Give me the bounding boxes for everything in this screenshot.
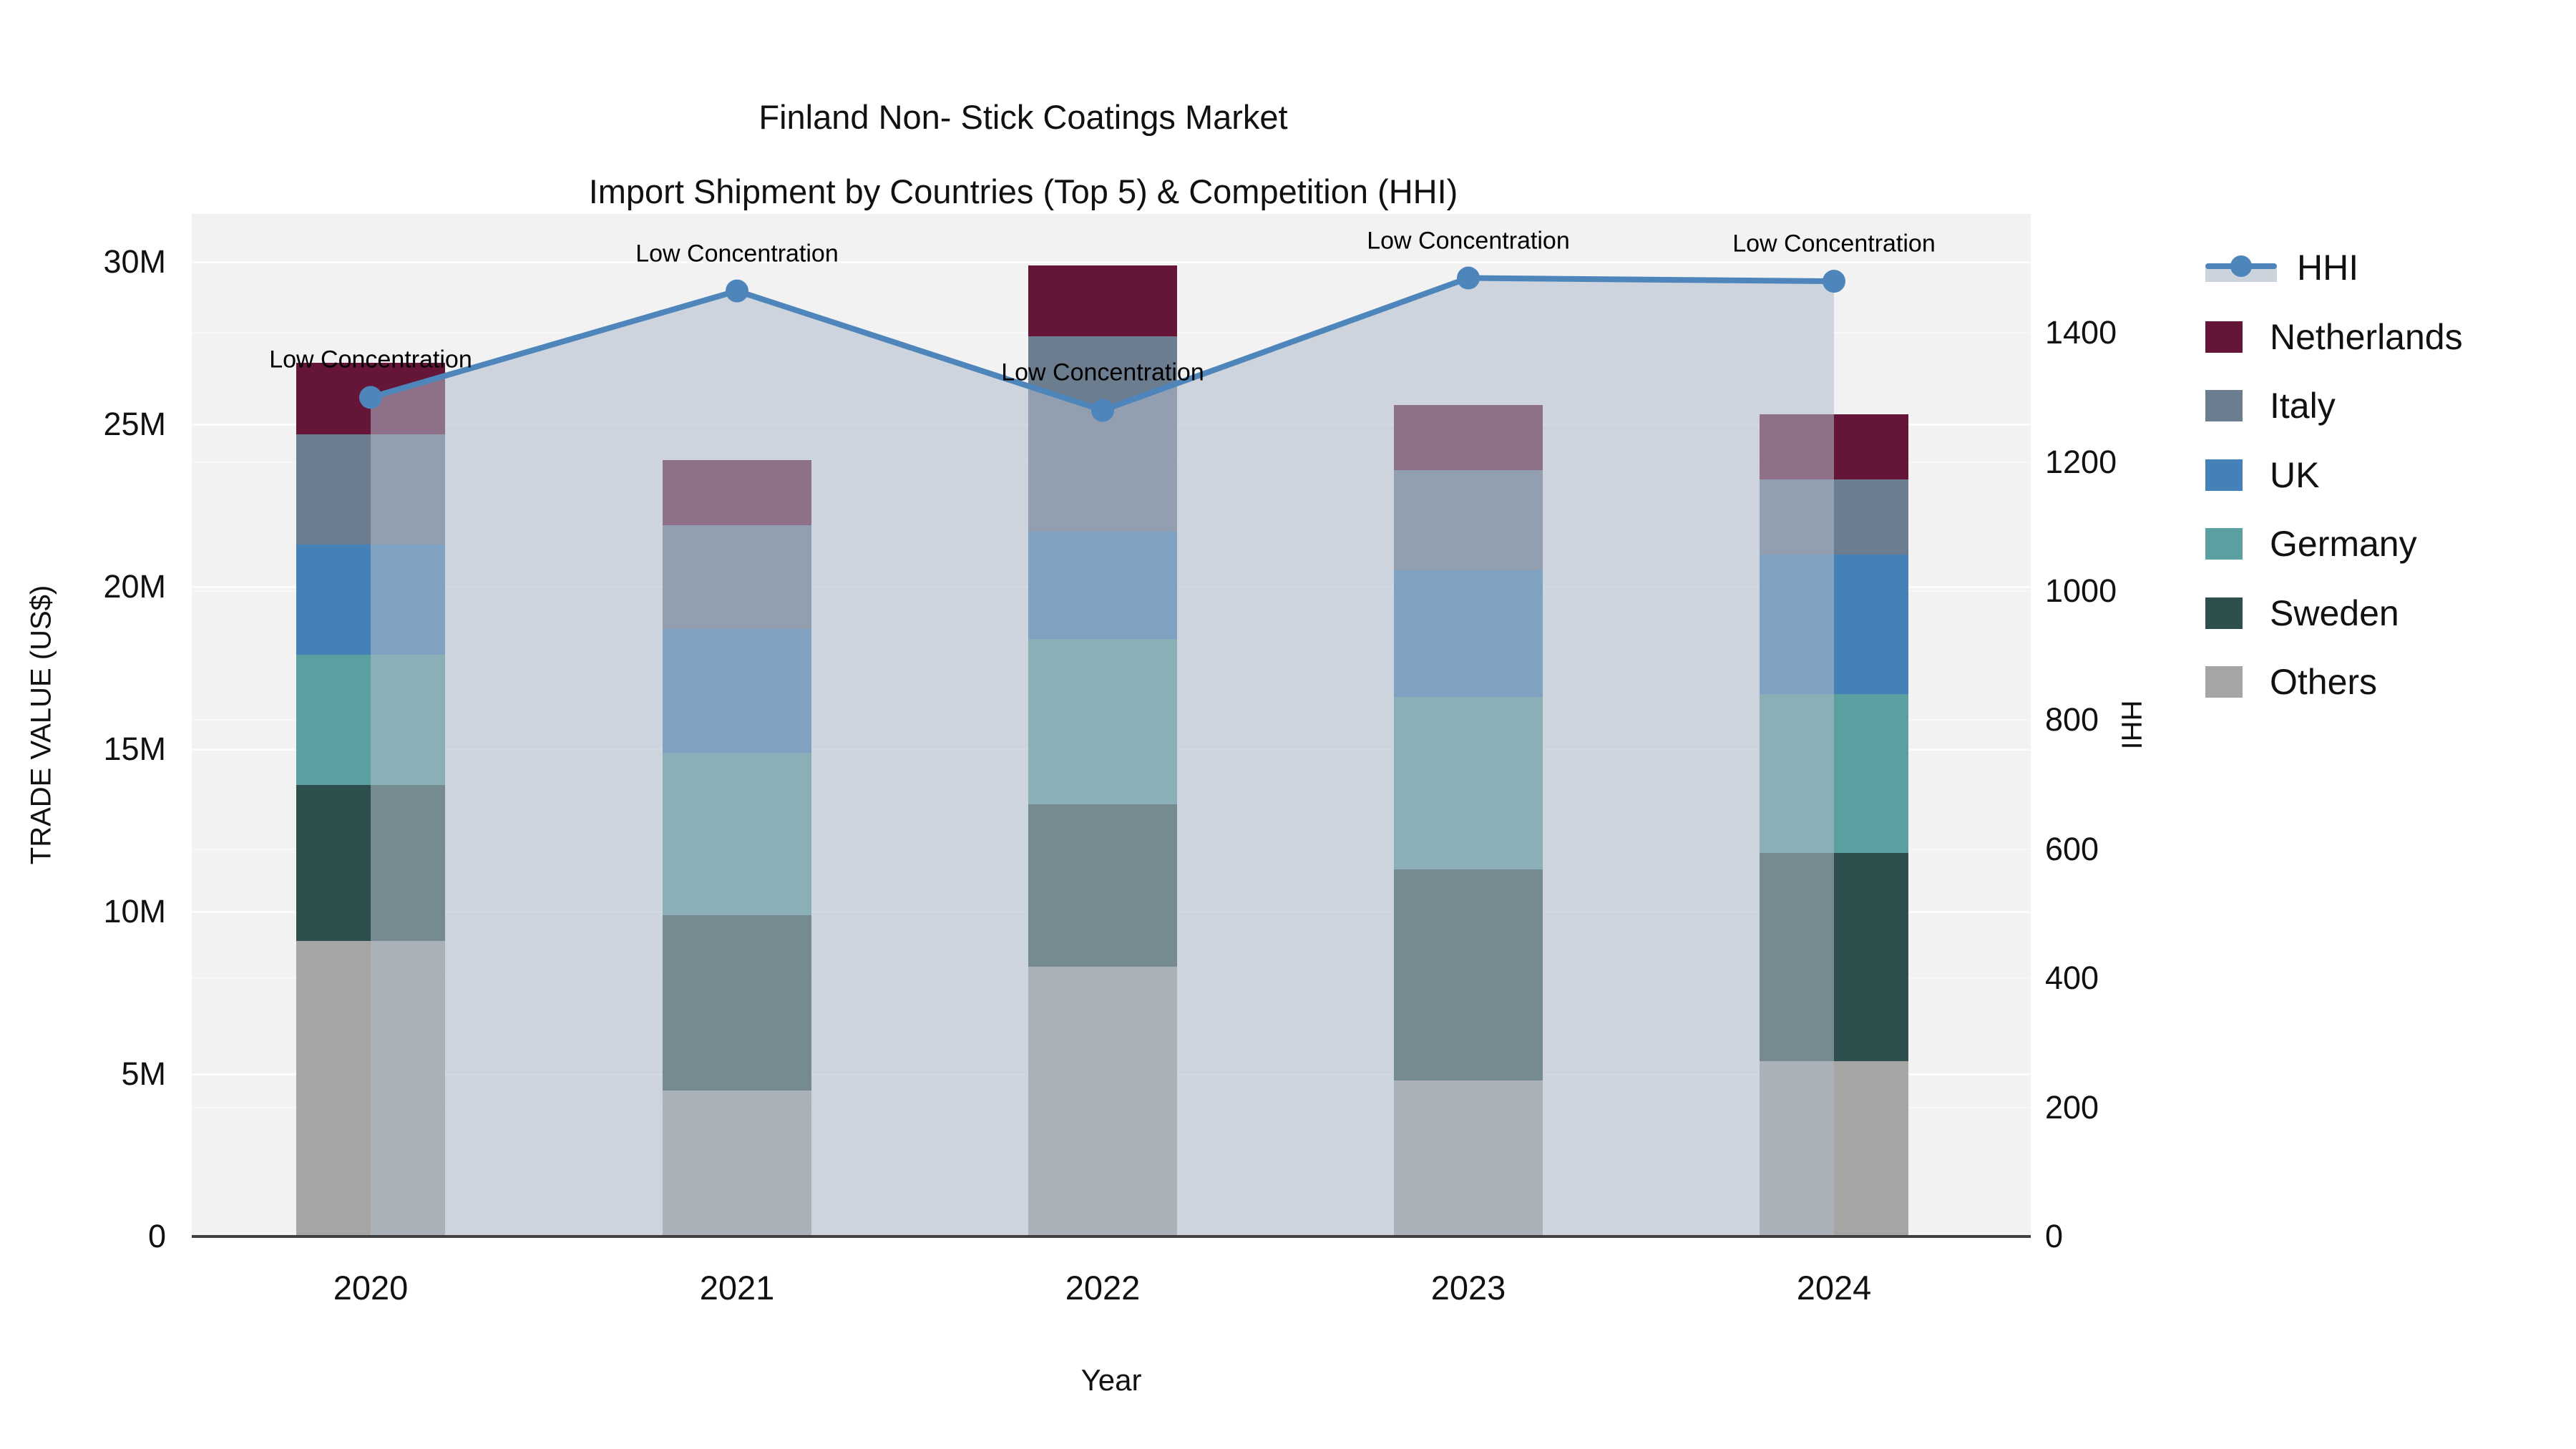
x-tick-2022: 2022 [1065, 1269, 1141, 1307]
y-right-tick-800: 800 [2045, 701, 2099, 738]
y-left-tick-25M: 25M [103, 406, 166, 442]
bar-2022-netherlands[interactable] [1028, 265, 1177, 337]
legend-swatch-sweden [2205, 597, 2243, 629]
y-left-tick-0: 0 [147, 1218, 166, 1254]
annotation-low-concentration-2023: Low Concentration [1367, 227, 1570, 255]
x-axis-line [192, 1235, 2031, 1238]
legend-label-sweden: Sweden [2270, 592, 2399, 633]
annotation-low-concentration-2021: Low Concentration [635, 240, 839, 268]
hhi-point-2021[interactable] [726, 279, 748, 303]
annotation-low-concentration-2024: Low Concentration [1732, 230, 1936, 258]
hhi-marker-icon [2230, 255, 2252, 277]
legend-item-hhi[interactable]: HHI [2205, 245, 2358, 291]
legend-item-uk[interactable]: UK [2205, 452, 2319, 498]
annotation-low-concentration-2022: Low Concentration [1001, 358, 1204, 386]
y-left-tick-30M: 30M [103, 243, 166, 280]
x-tick-2020: 2020 [333, 1269, 409, 1307]
hhi-line-icon [2205, 252, 2277, 283]
legend-swatch-uk [2205, 459, 2243, 491]
y-right-tick-200: 200 [2045, 1088, 2099, 1126]
chart-title-line2: Import Shipment by Countries (Top 5) & C… [588, 172, 1458, 210]
x-axis-title: Year [1080, 1363, 1142, 1397]
x-tick-2021: 2021 [699, 1269, 775, 1307]
hhi-point-2022[interactable] [1091, 399, 1114, 422]
hhi-point-2023[interactable] [1457, 266, 1480, 290]
legend-label-uk: UK [2270, 454, 2320, 495]
hhi-point-2024[interactable] [1823, 270, 1845, 293]
y-right-tick-1000: 1000 [2045, 572, 2117, 609]
y-right-tick-1400: 1400 [2045, 314, 2117, 351]
legend-swatch-italy [2205, 390, 2243, 421]
gridline-30M [192, 261, 2031, 263]
legend-item-others[interactable]: Others [2205, 659, 2377, 705]
y-left-tick-5M: 5M [121, 1055, 166, 1092]
legend-item-italy[interactable]: Italy [2205, 383, 2336, 429]
legend-item-netherlands[interactable]: Netherlands [2205, 314, 2463, 360]
legend-label-others: Others [2270, 662, 2378, 702]
y-right-tick-600: 600 [2045, 830, 2099, 867]
hhi-area [371, 278, 1834, 1236]
y-right-tick-0: 0 [2045, 1218, 2064, 1254]
chart-title-line1: Finland Non- Stick Coatings Market [758, 98, 1288, 136]
legend-label-germany: Germany [2270, 524, 2417, 564]
hhi-point-2020[interactable] [359, 386, 382, 409]
legend-label-netherlands: Netherlands [2270, 316, 2463, 357]
legend-swatch-germany [2205, 528, 2243, 560]
y-right-tick-400: 400 [2045, 960, 2099, 997]
x-tick-2024: 2024 [1796, 1269, 1872, 1307]
legend-label-italy: Italy [2270, 386, 2336, 426]
legend-label-hhi: HHI [2297, 248, 2359, 288]
legend-item-germany[interactable]: Germany [2205, 521, 2417, 567]
x-tick-2023: 2023 [1430, 1269, 1506, 1307]
chart-title: Finland Non- Stick Coatings Market Impor… [0, 80, 2046, 229]
y-right-tick-1200: 1200 [2045, 443, 2117, 480]
y-left-tick-15M: 15M [103, 731, 166, 767]
legend-swatch-netherlands [2205, 321, 2243, 353]
y-left-tick-20M: 20M [103, 568, 166, 605]
legend-item-sweden[interactable]: Sweden [2205, 590, 2399, 636]
y-left-tick-10M: 10M [103, 893, 166, 930]
legend-swatch-others [2205, 666, 2243, 698]
annotation-low-concentration-2020: Low Concentration [269, 346, 472, 374]
